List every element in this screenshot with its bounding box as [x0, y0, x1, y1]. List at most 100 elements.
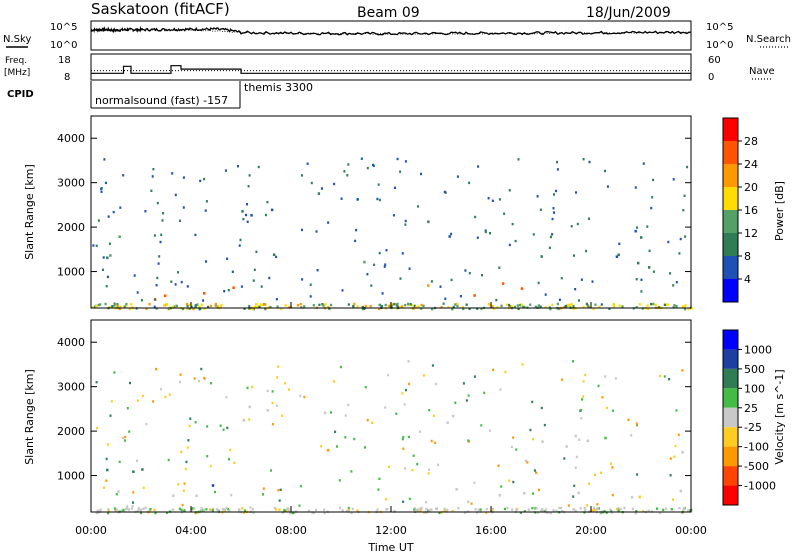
heat-cell [419, 508, 422, 511]
heat-cell [148, 302, 151, 306]
heat-cell [395, 412, 398, 415]
heat-cell [517, 158, 520, 161]
heat-cell [600, 303, 603, 306]
heat-cell [477, 165, 480, 168]
heat-cell [161, 219, 164, 222]
heat-cell [666, 303, 669, 306]
heat-cell [574, 509, 577, 512]
heat-cell [527, 508, 530, 511]
heat-cell [333, 380, 336, 383]
heat-cell [361, 305, 364, 309]
heat-cell [553, 211, 555, 214]
heat-cell [125, 507, 128, 511]
heat-cell [647, 307, 650, 311]
heat-cell [642, 162, 645, 165]
heat-cell [113, 304, 116, 307]
heat-cell [225, 506, 228, 510]
heat-cell [498, 494, 501, 497]
heat-cell [618, 304, 621, 307]
heat-cell [435, 507, 438, 510]
heat-cell [97, 219, 100, 222]
heat-cell [255, 250, 258, 253]
heat-cell [663, 375, 666, 378]
heat-cell [127, 508, 131, 511]
heat-cell [275, 255, 278, 259]
heat-cell [103, 486, 105, 489]
heat-cell [612, 303, 615, 306]
heat-cell [543, 423, 546, 427]
heat-cell [568, 303, 571, 307]
heat-cell [192, 307, 195, 311]
heat-cell [465, 399, 468, 402]
heat-cell [523, 492, 526, 495]
heat-cell [133, 274, 136, 277]
heat-cell [573, 484, 576, 487]
heat-cell [387, 465, 390, 468]
heat-cell [315, 230, 318, 233]
heat-cell [427, 472, 430, 475]
heat-cell [532, 492, 535, 495]
velocity-colorbar-tick-label: 100 [744, 382, 765, 395]
heat-cell [659, 374, 661, 378]
heat-cell [242, 217, 245, 221]
heat-cell [104, 181, 107, 185]
heat-cell [393, 510, 397, 513]
heat-cell [604, 375, 607, 378]
heat-cell [96, 426, 98, 430]
heat-cell [646, 225, 649, 228]
heat-cell [145, 422, 148, 426]
heat-cell [627, 418, 630, 421]
heat-cell [264, 213, 267, 217]
heat-cell [647, 509, 650, 512]
heat-cell [537, 304, 540, 307]
heat-cell [299, 485, 302, 488]
heat-cell [601, 396, 604, 399]
heat-cell [347, 163, 350, 166]
heat-cell [513, 305, 516, 309]
heat-cell [479, 508, 482, 511]
heat-cell [363, 260, 366, 264]
heat-cell [95, 244, 98, 247]
heat-cell [496, 306, 499, 309]
heat-cell [638, 303, 641, 306]
heat-cell [430, 439, 433, 443]
heat-cell [141, 468, 144, 471]
heat-cell [417, 305, 420, 308]
heat-cell [150, 189, 153, 192]
heat-cell [116, 303, 119, 306]
heat-cell [597, 384, 600, 388]
heat-cell [555, 189, 557, 193]
heat-cell [687, 509, 690, 512]
heat-cell [581, 398, 583, 401]
heat-cell [323, 508, 326, 511]
heat-cell [189, 417, 192, 420]
heat-cell [238, 244, 241, 247]
heat-cell [617, 506, 620, 510]
heat-cell [580, 417, 583, 420]
noise-right-label: N.Search [746, 34, 791, 45]
heat-cell [522, 305, 525, 309]
heat-cell [413, 507, 416, 510]
ytick-label: 4000 [57, 336, 85, 349]
heat-cell [130, 507, 133, 510]
heat-cell [96, 511, 100, 514]
noise-left-label: N.Sky [3, 34, 31, 45]
heat-cell [186, 304, 189, 308]
heat-cell [553, 193, 555, 196]
heat-cell [261, 303, 264, 306]
heat-cell [549, 512, 552, 515]
heat-cell [534, 305, 537, 308]
power-colorbar-swatch [723, 256, 738, 279]
heat-cell [298, 504, 301, 507]
velocity-colorbar-tick-label: -1000 [744, 480, 776, 493]
heat-cell [164, 395, 167, 399]
heat-cell [202, 299, 205, 302]
heat-cell [511, 508, 514, 511]
heat-cell [578, 438, 581, 441]
heat-cell [456, 302, 459, 306]
heat-cell [129, 381, 131, 385]
heat-cell [684, 304, 687, 307]
heat-cell [560, 378, 563, 381]
heat-cell [223, 508, 226, 511]
heat-cell [462, 307, 465, 311]
